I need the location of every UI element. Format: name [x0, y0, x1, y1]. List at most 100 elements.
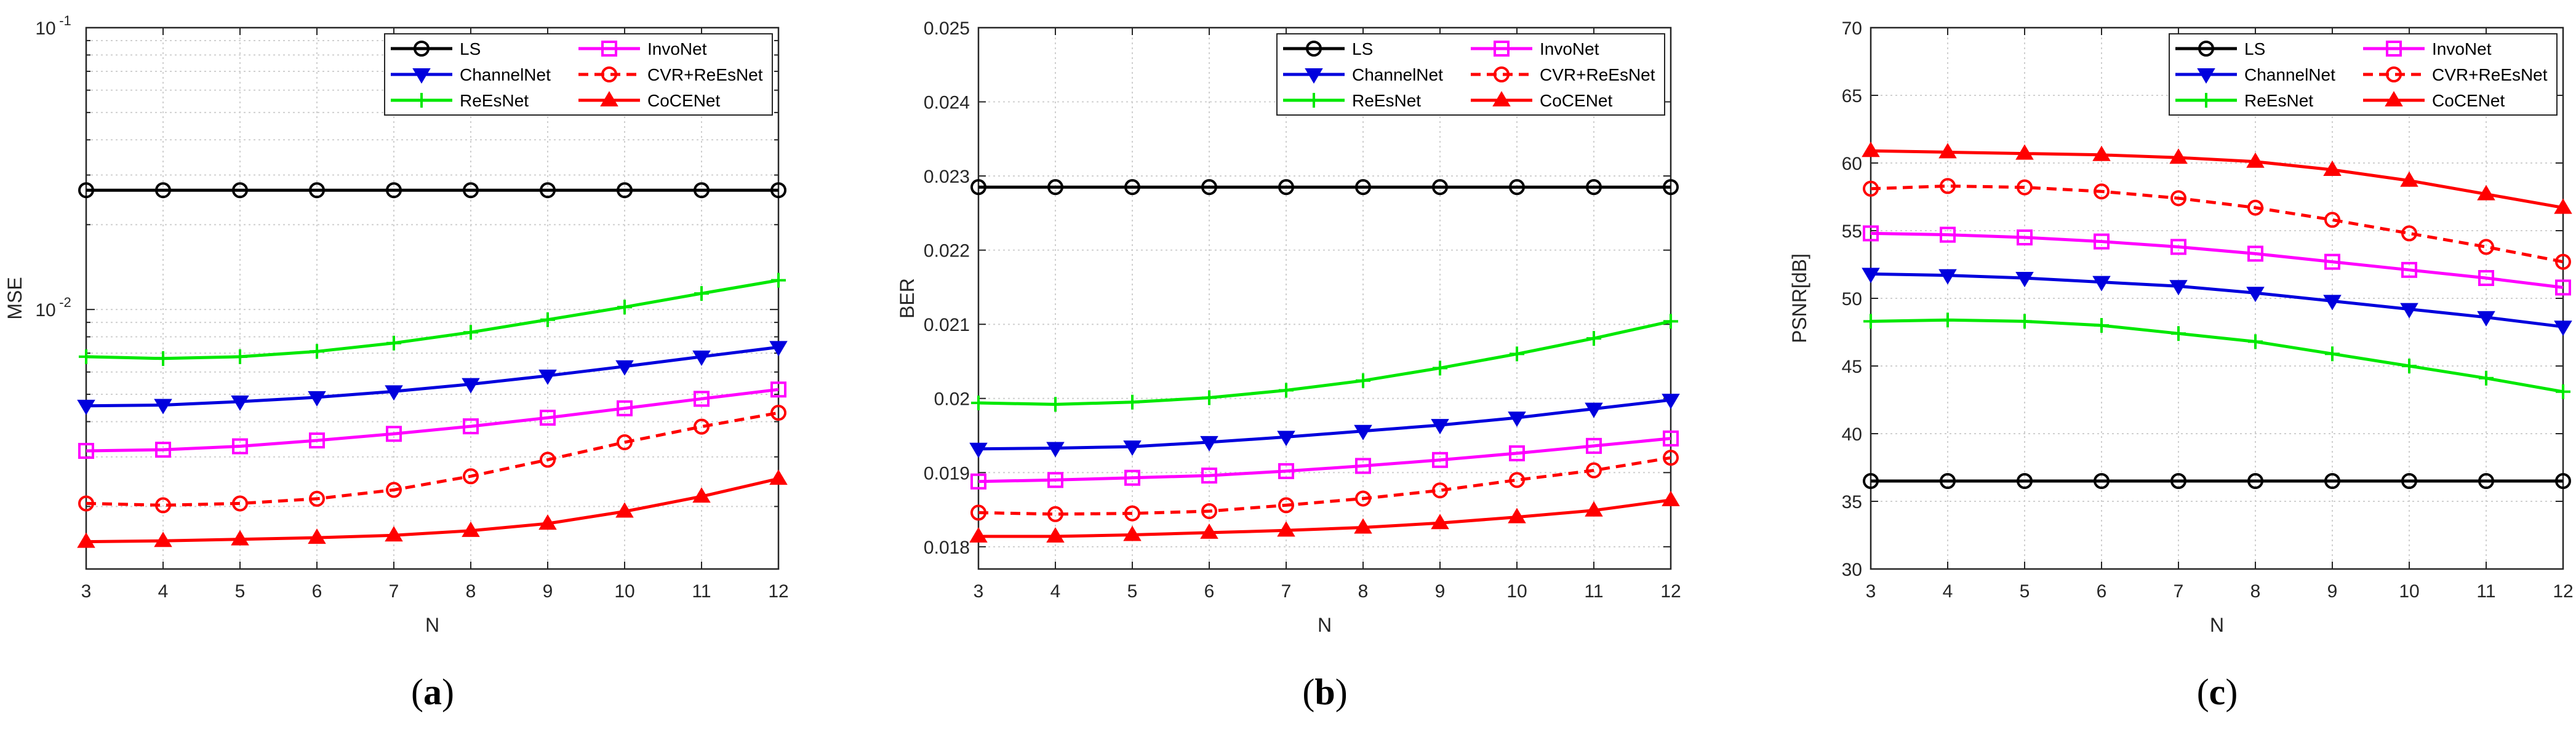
- series-line: [86, 279, 779, 360]
- data-point: [232, 182, 248, 199]
- data-point: [1046, 442, 1065, 458]
- x-tick-label: 7: [389, 581, 399, 602]
- data-point: [1356, 373, 1370, 388]
- data-point: [2247, 199, 2263, 216]
- data-point: [1662, 394, 1680, 410]
- y-tick-label: 10: [35, 300, 55, 320]
- data-point: [1940, 312, 1955, 328]
- data-point: [615, 360, 634, 376]
- data-point: [2554, 198, 2572, 214]
- legend-label: CoCENet: [2432, 91, 2505, 110]
- series-invonet: [970, 430, 1679, 490]
- data-point: [1433, 360, 1447, 376]
- caption-letter: a: [423, 672, 442, 712]
- data-point: [155, 497, 171, 514]
- data-point: [155, 442, 171, 458]
- legend-marker: [2199, 93, 2214, 108]
- series-cvr-reesnet: [970, 450, 1679, 522]
- y-tick-label: 0.02: [934, 389, 970, 410]
- data-point: [2477, 311, 2495, 327]
- data-point: [540, 312, 555, 327]
- legend-label: CVR+ReEsNet: [2432, 65, 2548, 84]
- legend-label: LS: [1352, 39, 1373, 58]
- data-point: [1277, 431, 1295, 447]
- data-point: [78, 495, 94, 512]
- data-point: [1046, 527, 1065, 543]
- x-tick-label: 5: [1127, 581, 1138, 602]
- data-point: [1047, 179, 1063, 196]
- data-point: [970, 504, 986, 521]
- x-tick-label: 3: [81, 581, 92, 602]
- y-tick-exponent: -2: [59, 295, 71, 310]
- y-tick-label: 45: [1842, 357, 1862, 377]
- chart-panel-b: 3 4 5 6 7 8 9 10 11 12 0.018 0.019 0.02 0.021 0.022 0.0…: [896, 18, 1681, 712]
- series-ls: [1863, 473, 2571, 489]
- data-point: [77, 399, 95, 415]
- data-point: [309, 490, 325, 507]
- data-point: [386, 482, 402, 498]
- data-point: [463, 182, 479, 199]
- data-point: [2554, 320, 2572, 336]
- x-tick-label: 10: [614, 581, 634, 602]
- data-point: [1048, 397, 1063, 412]
- series-line: [1870, 318, 2564, 394]
- data-point: [1432, 452, 1448, 468]
- data-point: [1862, 141, 1880, 157]
- axes-frame: [85, 26, 780, 570]
- data-point: [1123, 525, 1142, 541]
- data-point: [771, 273, 786, 288]
- data-point: [2094, 183, 2110, 200]
- data-point: [770, 182, 786, 199]
- data-point: [694, 182, 710, 199]
- legend-label: LS: [460, 39, 481, 58]
- data-point: [538, 369, 557, 385]
- data-point: [1938, 143, 1957, 159]
- series-cvr-reesnet: [1863, 178, 2571, 270]
- legend-label: ChannelNet: [1352, 65, 1443, 84]
- data-point: [694, 286, 709, 301]
- series-line: [978, 319, 1671, 406]
- data-point: [1124, 469, 1140, 486]
- data-point: [1355, 490, 1371, 507]
- legend-marker: [1305, 68, 1323, 84]
- caption-paren-open: (: [2197, 672, 2209, 712]
- x-tick-label: 8: [1358, 581, 1369, 602]
- x-axis-label: N: [2210, 614, 2224, 636]
- legend-marker: [1306, 41, 1322, 57]
- data-point: [2248, 334, 2263, 349]
- series-ls: [78, 182, 786, 199]
- x-tick-label: 5: [235, 581, 246, 602]
- data-point: [2555, 279, 2571, 296]
- data-point: [231, 530, 249, 546]
- data-point: [769, 469, 788, 485]
- data-point: [694, 391, 710, 407]
- x-tick-label: 12: [1660, 581, 1681, 602]
- x-tick-label: 3: [974, 581, 984, 602]
- x-tick-label: 12: [2553, 581, 2573, 602]
- data-point: [1510, 346, 1524, 362]
- data-point: [2171, 326, 2186, 341]
- x-tick-label: 3: [1866, 581, 1876, 602]
- data-point: [462, 378, 480, 394]
- series-reesnet: [79, 273, 786, 366]
- data-point: [1586, 462, 1602, 479]
- data-point: [2092, 276, 2111, 292]
- legend-marker: [1494, 66, 1510, 82]
- legend-label: ChannelNet: [2244, 65, 2335, 84]
- y-tick-label: 10: [35, 18, 55, 39]
- data-point: [1200, 436, 1218, 452]
- data-point: [1662, 490, 1680, 506]
- data-point: [2094, 233, 2110, 250]
- data-point: [1586, 179, 1602, 196]
- data-point: [1355, 458, 1371, 474]
- x-tick-label: 9: [2327, 581, 2338, 602]
- x-tick-label: 6: [312, 581, 322, 602]
- data-point: [1201, 467, 1217, 484]
- y-axis-label: BER: [896, 278, 918, 319]
- y-tick-label: 0.021: [924, 315, 970, 335]
- panel-caption: (b): [1302, 672, 1347, 712]
- caption-paren-close: ): [2225, 672, 2238, 712]
- x-tick-label: 5: [2020, 581, 2030, 602]
- data-point: [1663, 314, 1678, 329]
